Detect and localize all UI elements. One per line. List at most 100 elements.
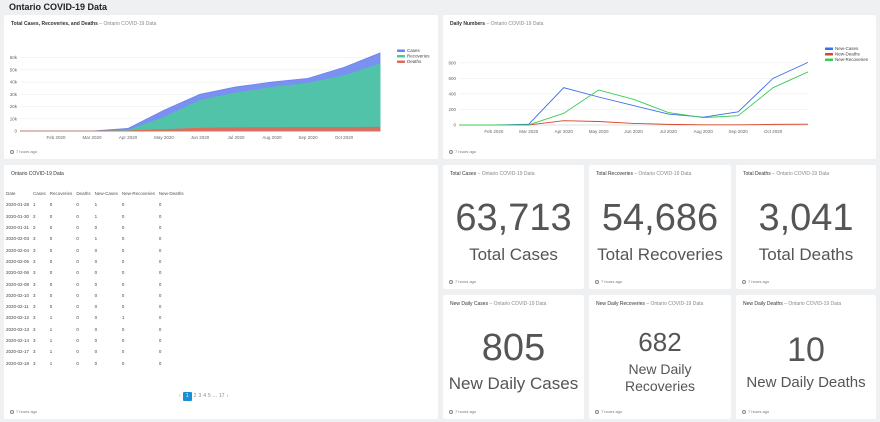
table-cell: 0 [158,225,162,231]
pager-page-17[interactable]: 17 [218,393,225,399]
card-title: Total Cases, Recoveries, and Deaths – On… [11,21,157,27]
y-tick-label: 200 [448,107,456,112]
updated-footer: 7 hours ago [10,149,37,154]
pager-page-1[interactable]: 1 [182,392,192,401]
table-cell: 0 [94,281,98,287]
table-row: 2020-02-05 3 0 0 0 0 0 [6,256,188,267]
updated-footer: 7 hours ago [449,149,476,154]
table-row: 2020-01-30 2 0 0 1 0 0 [6,211,188,222]
table-cell: 1 [49,326,53,332]
table-cell: 2020-02-12 [6,315,30,321]
table-row: 2020-02-08 3 0 0 0 0 0 [6,278,188,289]
updated-footer: 7 hours ago [10,409,37,414]
table-cell: 0 [121,225,125,231]
y-tick-label: 40k [10,80,18,85]
table-row: 2020-02-12 3 1 0 0 1 0 [6,312,188,323]
x-tick-label: Feb 2020 [46,135,66,140]
table-row: 2020-01-31 2 0 0 0 0 0 [6,222,188,233]
card-title: Ontario COVID-19 Data [11,171,64,177]
pagination: ‹ 1 2 3 4 5... 17 › [178,392,229,401]
updated-text: 7 hours ago [16,149,38,154]
table-cell: 3 [33,304,36,310]
card-title: Daily Numbers – Ontario COVID-19 Data [450,21,544,27]
stat-title: New Daily Cases [450,301,489,307]
table-cell: 2 [33,213,36,219]
column-header[interactable]: New-Recoveries [121,191,155,197]
pager-next-button[interactable]: › [226,393,229,399]
cumulative-area-chart[interactable]: 0 10k 20k 30k 40k 50k 60k Feb 2020 Mar 2020 Apr 2… [4,33,438,153]
table-cell: 3 [33,315,36,321]
table-cell: 0 [76,270,79,276]
column-header[interactable]: Deaths [76,191,91,197]
legend-label: New-Deaths [835,52,861,57]
stat-value: 10 [787,331,825,369]
x-tick-label: Sep 2020 [729,129,749,134]
table-cell: 0 [49,281,53,287]
stat-label: New Daily Deaths [746,374,866,391]
table-cell: 3 [33,258,36,264]
table-title: Ontario COVID-19 Data [11,171,64,177]
pager-ellipsis[interactable]: ... [212,393,217,399]
y-tick-label: 20k [10,104,18,109]
table-cell: 0 [158,202,162,208]
table-cell: 0 [121,270,125,276]
x-tick-label: Apr 2020 [555,129,574,134]
pager-page-4[interactable]: 4 [203,393,207,399]
table-cell: 0 [76,247,79,253]
stat-title: New Daily Deaths [743,301,783,307]
column-header[interactable]: Cases [33,191,46,197]
legend-swatch [825,47,833,50]
chart-source: Ontario COVID-19 Data [490,21,544,27]
table-cell: 0 [49,247,53,253]
table-cell: 0 [76,326,79,332]
pager-page-5[interactable]: 5 [208,393,211,399]
x-tick-label: Jul 2020 [660,129,678,134]
pager-prev-button[interactable]: ‹ [179,393,181,399]
table-cell: 0 [94,349,98,355]
daily-line-chart[interactable]: 0 200 400 600 800 Feb 2020 Mar 2020 Apr 2020 May… [443,33,876,153]
daily-chart-card: Daily Numbers – Ontario COVID-19 Data 0 2… [443,15,876,159]
table-cell: 0 [76,292,79,298]
table-cell: 2020-02-05 [6,258,30,264]
table-cell: 1 [94,202,98,208]
column-header[interactable]: Recoveries [49,191,73,197]
y-tick-label: 30k [10,92,18,97]
pager-page-2[interactable]: 2 [193,393,197,399]
clock-icon [742,279,746,284]
table-cell: 0 [76,338,79,343]
table-cell: 0 [158,315,162,321]
stat-card-new-daily-deaths: New Daily Deaths – Ontario COVID-19 Data… [736,295,876,419]
column-header[interactable]: Date [6,191,16,197]
table-cell: 3 [33,338,36,343]
pager-page-3[interactable]: 3 [198,393,202,399]
x-tick-label: Apr 2020 [119,135,138,140]
column-header[interactable]: New-Cases [94,191,118,197]
table-cell: 2020-01-31 [6,225,30,231]
x-tick-label: Jun 2020 [191,135,210,140]
table-cell: 0 [158,258,162,264]
table-cell: 0 [76,315,79,321]
table-cell: 3 [33,360,36,366]
stat-title: Total Deaths [743,171,771,177]
table-cell: 2020-02-10 [6,292,30,298]
y-tick-label: 600 [448,76,456,81]
table-cell: 0 [158,338,162,343]
data-table: Date Cases Recoveries Deaths New-Cases New-Re… [6,188,188,369]
table-cell: 0 [94,338,98,343]
legend-label: New-Cases [835,46,859,51]
page-title: Ontario COVID-19 Data [9,2,108,12]
stat-value: 54,686 [601,197,719,239]
table-cell: 0 [121,247,125,253]
table-cell: 0 [76,281,79,287]
y-tick-label: 800 [448,60,456,65]
table-cell: 3 [33,247,36,253]
x-tick-label: Oct 2020 [335,135,354,140]
column-header[interactable]: New-Deaths [158,191,184,197]
table-body: 2020-01-28 1 0 0 1 0 0 2020-01-30 2 0 0 1 0 0 2020-01-… [6,199,188,368]
table-cell: 1 [49,360,53,366]
table-cell: 3 [33,349,36,355]
table-cell: 0 [94,326,98,332]
stat-source: Ontario COVID-19 Data [638,171,692,177]
table-cell: 0 [76,349,79,355]
table-cell: 0 [49,270,53,276]
